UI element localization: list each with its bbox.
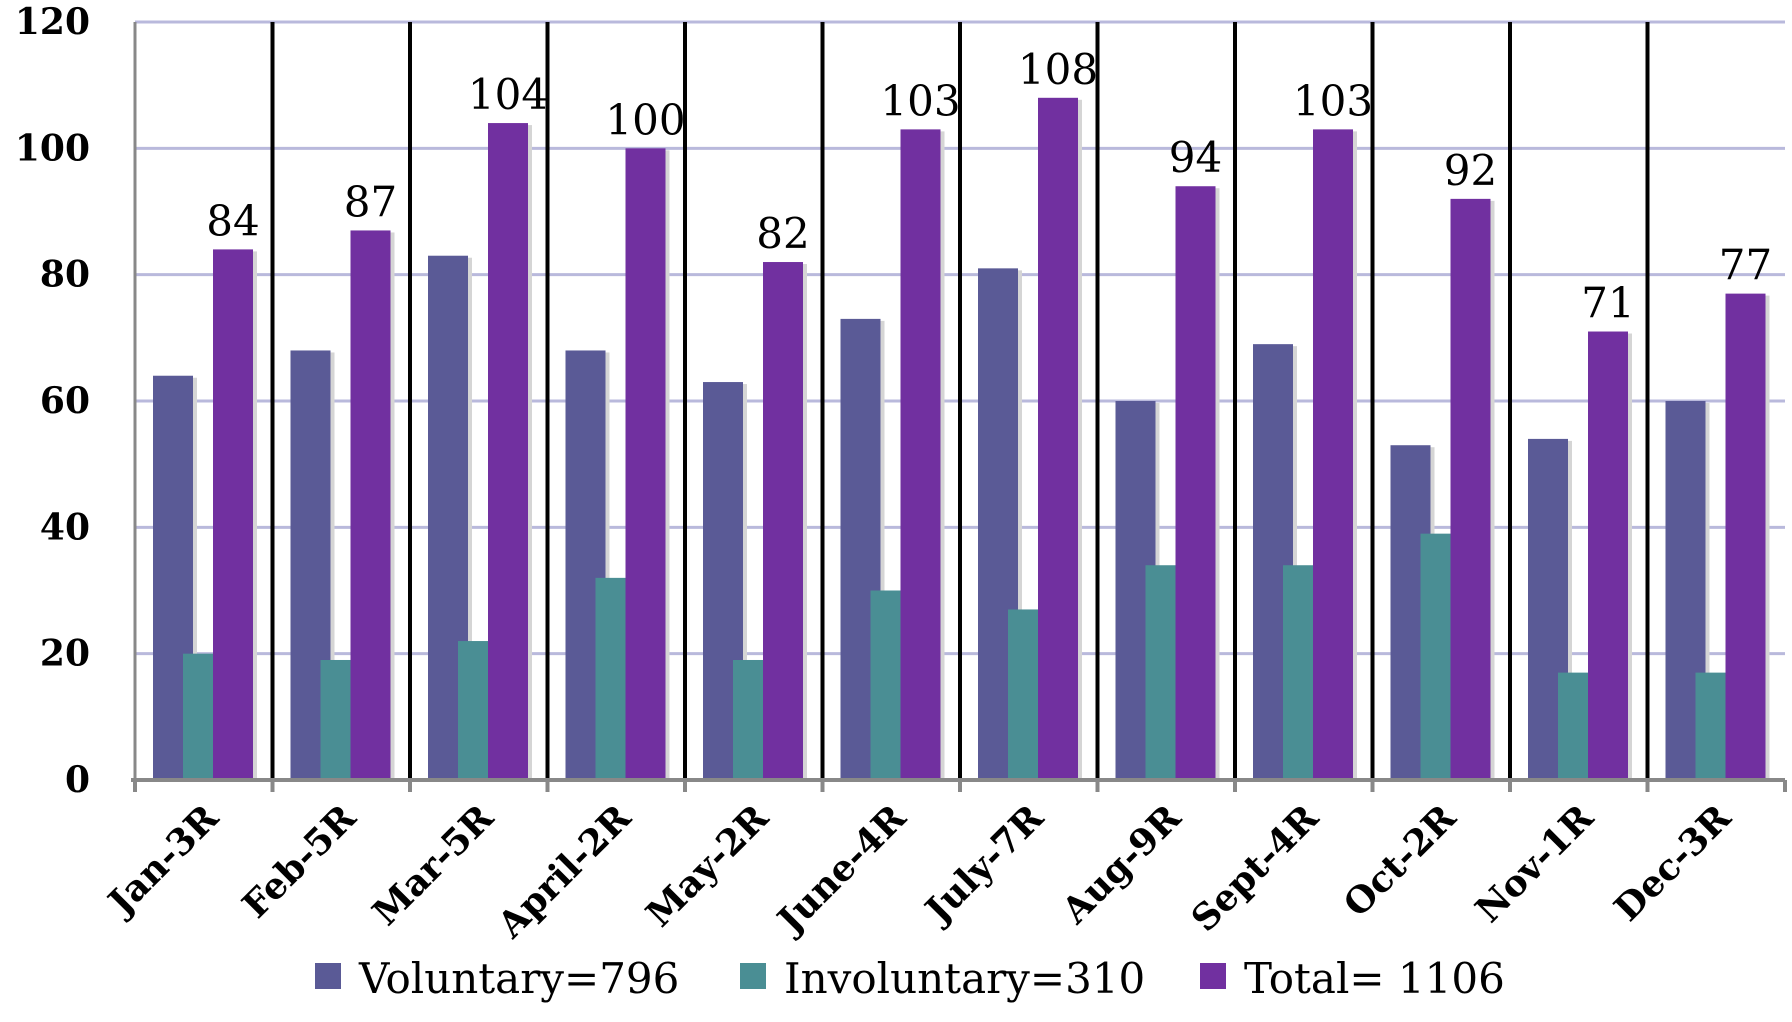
bar-total-aug-9r (1175, 186, 1216, 780)
x-axis (131, 22, 1787, 792)
bars (153, 97, 1770, 781)
x-tick-label: Nov-1R (1467, 796, 1602, 931)
y-tick-label: 100 (15, 127, 90, 169)
bar-total-may-2r (763, 262, 803, 780)
legend-item-voluntary: Voluntary=796 (315, 954, 679, 1003)
data-label-may-2r: 82 (756, 209, 809, 258)
x-tick-label: May-2R (638, 796, 777, 935)
y-tick-label: 60 (40, 380, 90, 422)
bar-total-nov-1r (1588, 331, 1628, 780)
legend-label: Involuntary=310 (784, 954, 1145, 1003)
legend-swatch (740, 963, 766, 989)
y-tick-label: 80 (40, 254, 90, 296)
x-tick-label: Aug-9R (1053, 796, 1190, 933)
legend-label: Total= 1106 (1244, 954, 1505, 1003)
y-tick-label: 0 (65, 759, 90, 801)
y-axis-ticks: 0 20 40 60 80 100 120 (15, 1, 90, 801)
bar-total-dec-3r (1725, 293, 1766, 780)
data-label-feb-5r: 87 (344, 177, 397, 226)
data-label-april-2r: 100 (605, 95, 685, 144)
data-label-july-7r: 108 (1018, 45, 1098, 94)
x-tick-label: April-2R (489, 796, 640, 947)
legend: Voluntary=796 Involuntary=310 Total= 1106 (315, 954, 1505, 1003)
bar-total-june-4r (900, 129, 941, 781)
y-tick-label: 120 (15, 1, 90, 43)
bar-total-april-2r (625, 148, 666, 781)
bar-total-sept-4r (1313, 129, 1353, 781)
legend-label: Voluntary=796 (358, 954, 679, 1003)
bar-total-jan-3r (213, 249, 253, 780)
bar-total-july-7r (1038, 97, 1078, 781)
data-label-nov-1r: 71 (1581, 279, 1634, 328)
legend-item-involuntary: Involuntary=310 (740, 954, 1145, 1003)
category-separators (270, 22, 1650, 780)
x-tick-label: Sept-4R (1183, 796, 1327, 940)
x-tick-label: Mar-5R (364, 796, 502, 934)
x-tick-label: Jan-3R (98, 796, 227, 925)
bar-total-feb-5r (350, 230, 391, 780)
y-tick-label: 20 (40, 633, 90, 675)
data-label-jan-3r: 84 (206, 196, 259, 245)
data-label-sept-4r: 103 (1293, 76, 1373, 125)
bar-total-mar-5r (488, 123, 528, 781)
bar-total-oct-2r (1450, 198, 1491, 780)
legend-item-total: Total= 1106 (1200, 954, 1505, 1003)
data-label-mar-5r: 104 (468, 70, 548, 119)
y-tick-label: 40 (40, 506, 90, 548)
x-tick-label: July-7R (915, 796, 1052, 933)
data-label-june-4r: 103 (880, 76, 960, 125)
data-labels: 84 87 104 100 82 103 108 94 103 92 71 77 (206, 45, 1772, 328)
data-label-aug-9r: 94 (1169, 133, 1222, 182)
x-tick-label: Oct-2R (1336, 796, 1465, 925)
legend-swatch (315, 963, 341, 989)
data-label-oct-2r: 92 (1444, 146, 1497, 195)
x-tick-label: Feb-5R (234, 796, 365, 927)
data-label-dec-3r: 77 (1719, 241, 1772, 290)
x-tick-label: Dec-3R (1606, 796, 1740, 930)
legend-swatch (1200, 963, 1226, 989)
x-tick-label: June-4R (768, 796, 915, 943)
